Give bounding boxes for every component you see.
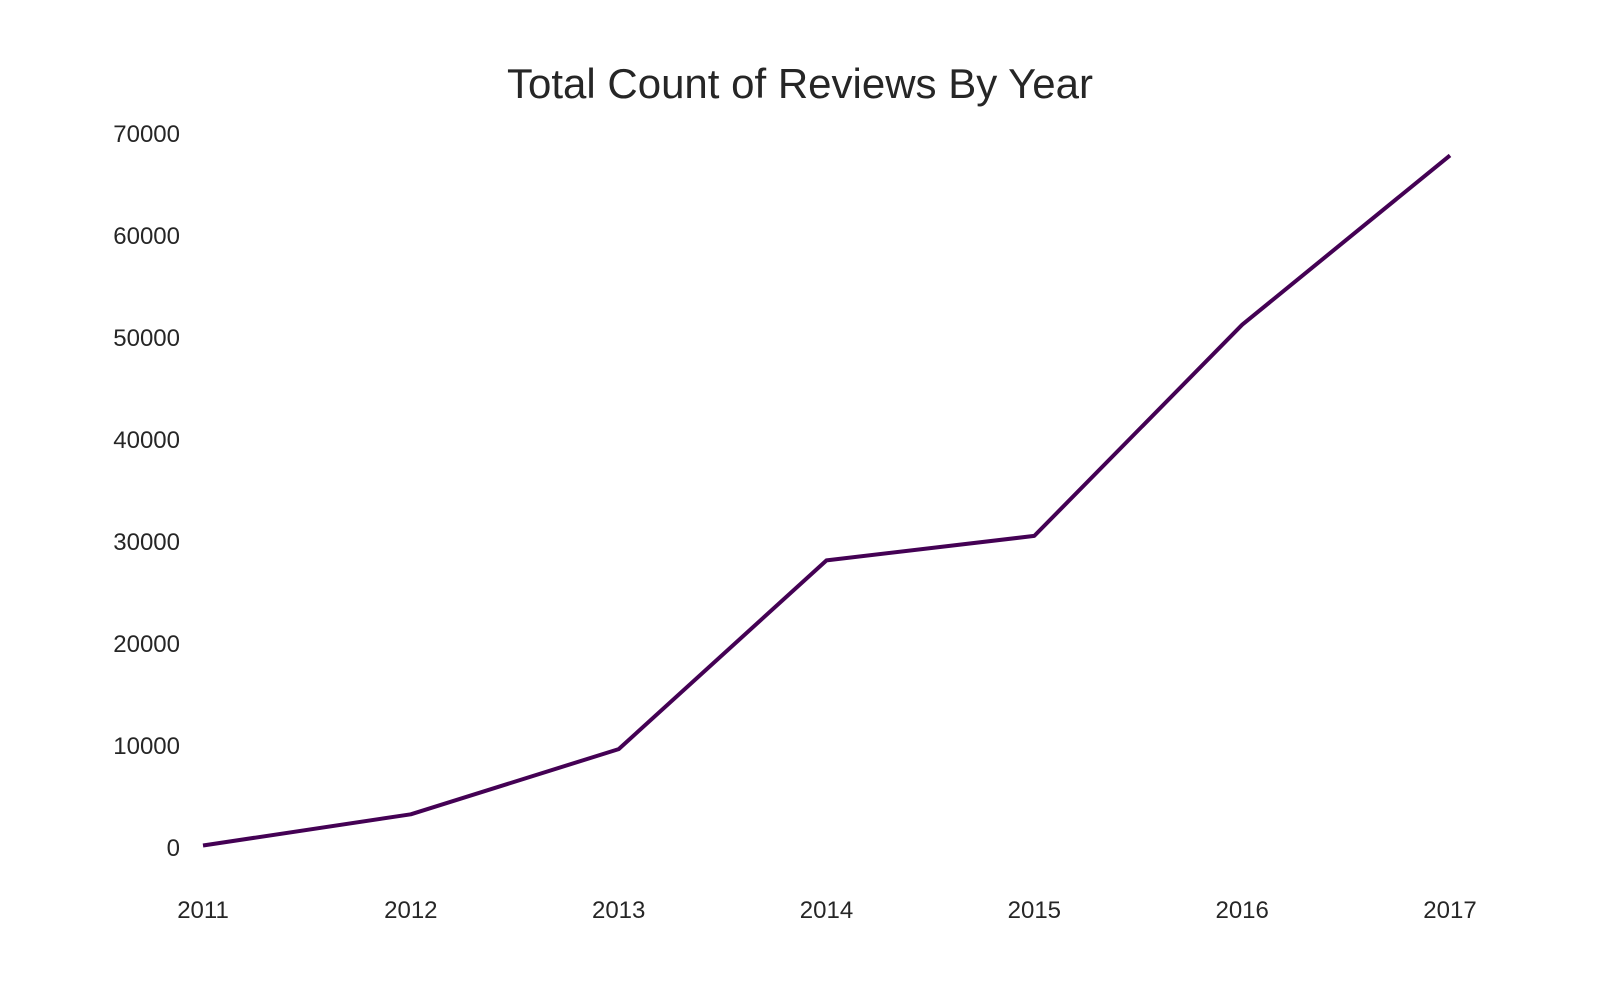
y-tick-label: 70000 — [113, 121, 180, 148]
x-tick-label: 2011 — [177, 897, 229, 924]
x-tick-label: 2013 — [592, 897, 645, 924]
x-tick-label: 2016 — [1215, 897, 1268, 924]
y-tick-label: 40000 — [113, 427, 180, 454]
y-tick-label: 10000 — [113, 733, 180, 760]
y-tick-label: 20000 — [113, 631, 180, 658]
x-tick-label: 2014 — [800, 897, 853, 924]
x-tick-label: 2015 — [1008, 897, 1061, 924]
y-tick-label: 60000 — [113, 223, 180, 250]
x-tick-label: 2017 — [1423, 897, 1476, 924]
x-axis-ticks: 2011 2012 2013 2014 2015 2016 2017 — [177, 897, 1477, 924]
y-tick-label: 0 — [167, 835, 180, 862]
series-group — [202, 153, 1452, 848]
chart-title: Total Count of Reviews By Year — [507, 60, 1093, 107]
y-tick-label: 30000 — [113, 529, 180, 556]
y-axis-ticks: 0 10000 20000 30000 40000 50000 60000 70000 — [113, 121, 180, 862]
y-tick-label: 50000 — [113, 325, 180, 352]
series-line — [202, 153, 1452, 848]
x-tick-label: 2012 — [384, 897, 437, 924]
